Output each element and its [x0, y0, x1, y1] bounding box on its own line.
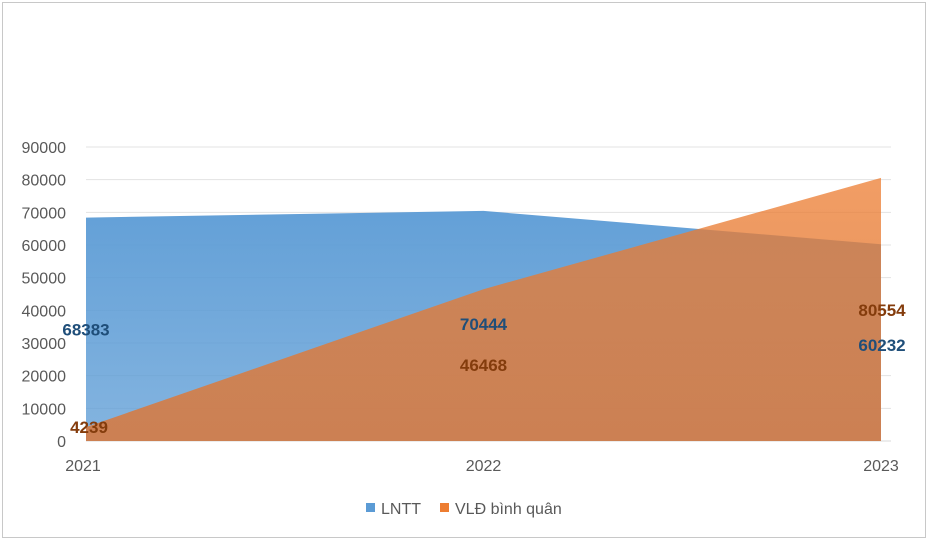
y-tick-label: 40000 — [22, 303, 67, 320]
area-series-2 — [86, 177, 881, 441]
legend-swatch — [366, 503, 375, 512]
y-tick-label: 70000 — [22, 205, 67, 222]
legend-label: VLĐ bình quân — [455, 501, 562, 518]
data-label: 60232 — [858, 336, 905, 355]
legend-label: LNTT — [381, 501, 421, 518]
y-tick-label: 50000 — [22, 271, 67, 288]
y-tick-label: 80000 — [22, 173, 67, 190]
y-tick-label: 30000 — [22, 336, 67, 353]
y-tick-label: 90000 — [22, 140, 67, 157]
y-axis-ticks: 0 10000 20000 30000 40000 50000 60000 70000 8000… — [22, 140, 67, 451]
x-axis-ticks: 2021 2022 2023 — [65, 458, 899, 475]
legend-swatch — [440, 503, 449, 512]
legend: LNTT VLĐ bình quân — [366, 501, 562, 518]
y-tick-label: 0 — [57, 434, 66, 451]
y-tick-label: 10000 — [22, 401, 67, 418]
y-tick-label: 20000 — [22, 369, 67, 386]
data-label: 46468 — [460, 356, 507, 375]
data-label: 68383 — [62, 321, 109, 340]
x-tick-label: 2022 — [466, 458, 502, 475]
x-tick-label: 2021 — [65, 458, 101, 475]
data-label: 4239 — [70, 418, 108, 437]
data-label: 70444 — [460, 315, 508, 334]
data-labels: 68383 70444 60232 4239 46468 80554 — [62, 301, 906, 437]
data-label: 80554 — [858, 301, 906, 320]
series-areas — [86, 177, 881, 441]
y-tick-label: 60000 — [22, 238, 67, 255]
x-tick-label: 2023 — [863, 458, 899, 475]
